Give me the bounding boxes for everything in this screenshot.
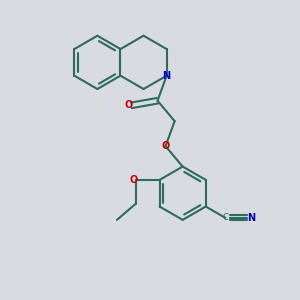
Text: N: N: [163, 71, 171, 81]
Text: O: O: [124, 100, 133, 110]
Text: O: O: [129, 175, 138, 185]
Text: C: C: [222, 213, 228, 222]
Text: O: O: [161, 141, 170, 151]
Text: N: N: [247, 213, 255, 223]
